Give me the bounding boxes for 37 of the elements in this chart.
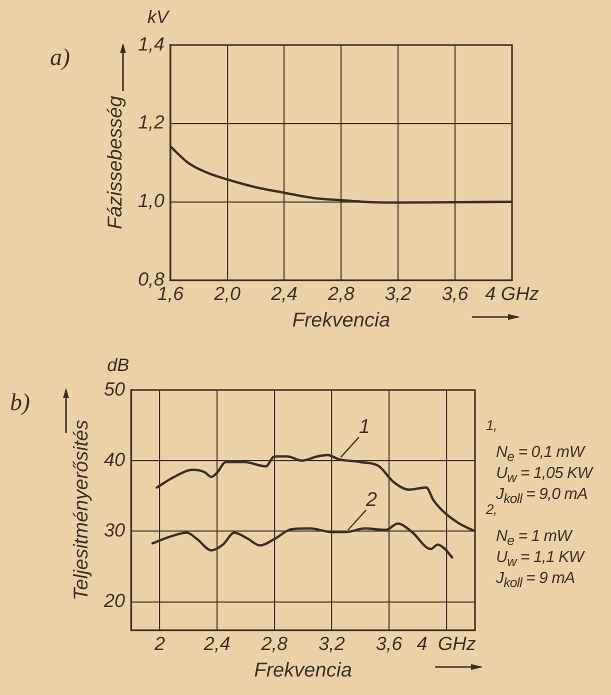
x-tick-label: 2,0 (213, 284, 241, 305)
text: J$_{koll}$ = 9 mA (496, 570, 575, 590)
x-tick-label: 4 GHz (485, 284, 540, 305)
x-tick-label: 2,8 (260, 634, 288, 655)
y-axis-title: Fázissebesség (104, 96, 127, 230)
text: N$_{e}$ = 0,1 mW (496, 444, 584, 464)
x-tick-label: 3,6 (376, 634, 403, 655)
y-tick-label: 20 (102, 591, 126, 612)
y-tick-label: 50 (104, 379, 126, 400)
x-tick-label: 4 GHz (416, 634, 476, 655)
x-tick-label: 2,4 (202, 634, 230, 655)
x-tick-label: 2 (154, 634, 166, 655)
text: N$_{e}$ = 1 mW (496, 528, 572, 548)
y-tick-label: 1,4 (138, 34, 164, 56)
x-tick-label: 2,8 (326, 284, 355, 305)
x-axis-title: Frekvencia (292, 310, 390, 332)
text: kV (146, 7, 168, 28)
y-tick-label: 40 (104, 450, 126, 471)
text: b) (10, 390, 30, 417)
text: U$_{w}$ = 1,05 KW (496, 465, 592, 486)
text: dB (106, 355, 130, 376)
annotation: 2 (365, 489, 378, 511)
x-tick-label: 3,2 (384, 284, 412, 305)
y-tick-label: 1,2 (138, 112, 165, 134)
text: 1, (486, 417, 497, 433)
x-axis-title: Frekvencia (254, 660, 352, 682)
text: J$_{koll}$ = 9,0 mA (496, 486, 588, 506)
y-tick-label: 30 (104, 520, 126, 542)
text: a) (50, 45, 70, 72)
text: U$_{w}$ = 1,1 KW (496, 549, 584, 570)
x-tick-label: 2,4 (270, 284, 298, 305)
x-tick-label: 3,2 (318, 634, 346, 655)
text: 2, (486, 501, 497, 517)
annotation: 1 (358, 416, 370, 438)
y-tick-label: 1,0 (138, 191, 165, 212)
x-tick-label: 3,6 (442, 284, 469, 305)
y-axis-title: Teljesitményerősités (70, 420, 93, 600)
